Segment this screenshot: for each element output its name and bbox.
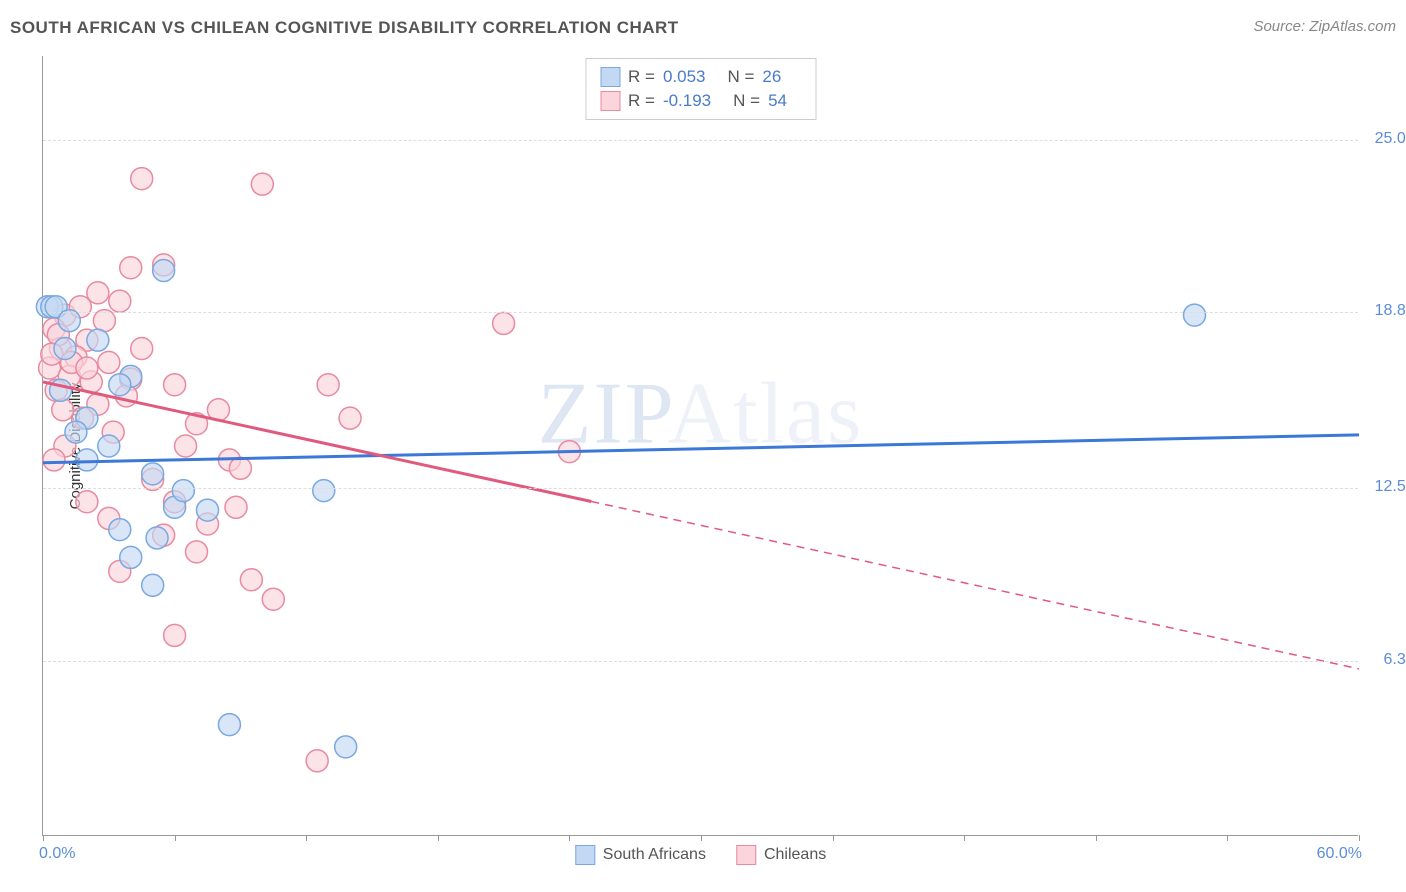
data-point [335,736,357,758]
correlation-legend: R = 0.053 N = 26 R = -0.193 N = 54 [585,58,816,120]
y-tick-label: 6.3% [1365,651,1406,669]
data-point [229,457,251,479]
data-point [52,399,74,421]
data-point [109,519,131,541]
x-tick-mark [306,835,307,841]
data-point [65,421,87,443]
data-point [262,588,284,610]
chart-plot-area: ZIPAtlas R = 0.053 N = 26 R = -0.193 N =… [42,56,1358,836]
data-point [225,496,247,518]
y-tick-label: 25.0% [1365,130,1406,148]
data-point [218,714,240,736]
data-point [142,463,164,485]
x-max-label: 60.0% [1317,845,1362,863]
legend-swatch [600,67,620,87]
data-point [76,357,98,379]
data-point [120,546,142,568]
data-point [131,338,153,360]
n-value: 26 [762,65,781,89]
x-tick-mark [175,835,176,841]
legend-item: Chileans [736,845,826,865]
data-point [76,491,98,513]
legend-item: South Africans [575,845,706,865]
x-tick-mark [701,835,702,841]
gridline [43,488,1358,489]
scatter-svg [43,56,1358,835]
source-attribution: Source: ZipAtlas.com [1253,18,1396,35]
data-point [120,257,142,279]
x-tick-mark [833,835,834,841]
legend-row: R = 0.053 N = 26 [600,65,801,89]
data-point [153,260,175,282]
data-point [109,374,131,396]
x-tick-mark [1227,835,1228,841]
data-point [240,569,262,591]
legend-swatch [736,845,756,865]
x-tick-mark [964,835,965,841]
x-min-label: 0.0% [39,845,75,863]
r-value: -0.193 [663,89,711,113]
x-tick-mark [43,835,44,841]
y-tick-label: 12.5% [1365,478,1406,496]
n-label: N = [727,65,754,89]
n-value: 54 [768,89,787,113]
chart-header: SOUTH AFRICAN VS CHILEAN COGNITIVE DISAB… [10,18,1396,48]
x-tick-mark [438,835,439,841]
data-point [76,449,98,471]
x-tick-mark [1096,835,1097,841]
trend-line-extrapolated [591,501,1359,668]
r-label: R = [628,89,655,113]
r-label: R = [628,65,655,89]
legend-swatch [600,91,620,111]
data-point [43,449,65,471]
legend-label: South Africans [603,846,706,864]
x-tick-mark [569,835,570,841]
gridline [43,312,1358,313]
data-point [251,173,273,195]
r-value: 0.053 [663,65,706,89]
data-point [197,499,219,521]
data-point [146,527,168,549]
data-point [87,329,109,351]
n-label: N = [733,89,760,113]
x-tick-mark [1359,835,1360,841]
gridline [43,140,1358,141]
data-point [317,374,339,396]
gridline [43,661,1358,662]
data-point [98,351,120,373]
data-point [175,435,197,457]
chart-title: SOUTH AFRICAN VS CHILEAN COGNITIVE DISAB… [10,18,679,37]
data-point [131,168,153,190]
legend-swatch [575,845,595,865]
data-point [164,624,186,646]
data-point [98,435,120,457]
data-point [109,290,131,312]
data-point [313,480,335,502]
legend-label: Chileans [764,846,826,864]
trend-line [43,435,1359,463]
data-point [186,541,208,563]
data-point [1184,304,1206,326]
data-point [493,312,515,334]
data-point [339,407,361,429]
data-point [306,750,328,772]
series-legend: South Africans Chileans [575,845,826,865]
y-tick-label: 18.8% [1365,302,1406,320]
data-point [164,374,186,396]
data-point [54,338,76,360]
data-point [142,574,164,596]
data-point [172,480,194,502]
legend-row: R = -0.193 N = 54 [600,89,801,113]
